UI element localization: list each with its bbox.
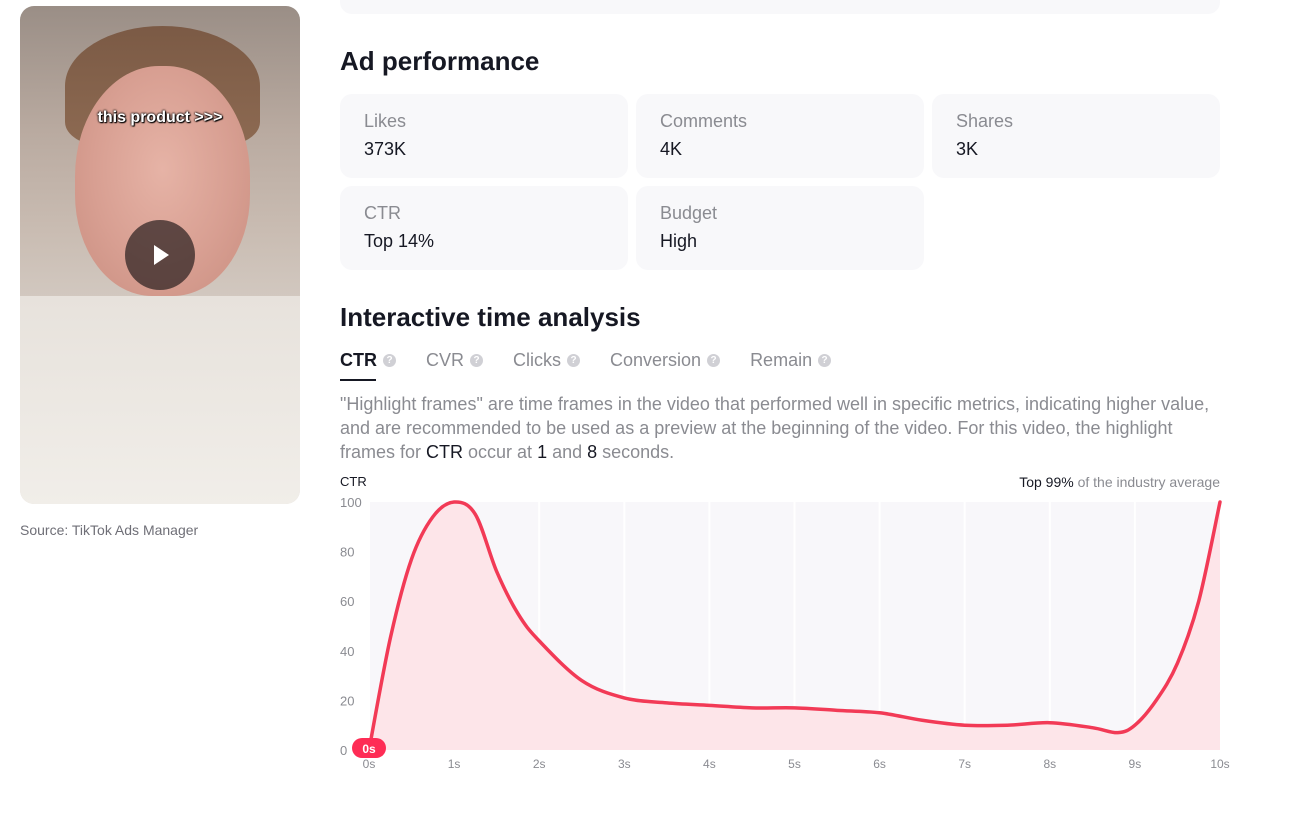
x-tick-label: 6s <box>873 757 886 771</box>
series-area <box>369 501 1220 750</box>
video-shirt <box>20 296 300 504</box>
desc-text: "Highlight frames" are time frames in th… <box>340 394 1210 462</box>
metric-card-budget: Budget High <box>636 186 924 270</box>
y-tick-label: 80 <box>340 545 354 560</box>
metric-card-likes: Likes 373K <box>340 94 628 178</box>
x-tick-label: 0s <box>363 757 376 771</box>
x-tick-label: 5s <box>788 757 801 771</box>
top-card-stub <box>340 0 1220 14</box>
tab-clicks[interactable]: Clicks ? <box>513 350 581 382</box>
tab-label: CVR <box>426 350 465 370</box>
metric-card-shares: Shares 3K <box>932 94 1220 178</box>
ctr-time-chart[interactable]: 0 20 40 60 80 100 0s 1s 2s 3s 4s 5s 6s 7s 8s 9s 10s 0s <box>330 490 1230 790</box>
y-tick-label: 40 <box>340 644 354 659</box>
current-time-marker <box>352 738 386 758</box>
desc-text: occur at <box>463 442 538 462</box>
video-caption: this product >>> <box>97 109 223 126</box>
help-icon[interactable]: ? <box>567 354 581 367</box>
ad-performance-title: Ad performance <box>340 46 540 76</box>
video-preview[interactable]: this product >>> <box>20 6 300 504</box>
y-tick-label: 20 <box>340 693 354 708</box>
chart-y-label: CTR <box>340 474 367 489</box>
desc-metric: CTR <box>426 442 464 462</box>
industry-note-rest: of the industry average <box>1073 474 1220 490</box>
metric-label: CTR <box>364 203 401 223</box>
desc-frame: 8 <box>587 442 598 462</box>
metric-label: Shares <box>956 111 1014 131</box>
desc-text: and <box>547 442 588 462</box>
help-icon[interactable]: ? <box>470 354 484 367</box>
metric-value: 4K <box>660 139 683 159</box>
tab-ctr[interactable]: CTR ? <box>340 350 396 382</box>
help-icon[interactable]: ? <box>707 354 721 367</box>
help-icon[interactable]: ? <box>818 354 832 367</box>
metric-value: Top 14% <box>364 231 435 251</box>
metric-value: High <box>660 231 698 251</box>
current-time-label: 0s <box>362 742 376 756</box>
y-tick-label: 60 <box>340 594 354 609</box>
video-source: Source: TikTok Ads Manager <box>20 522 199 538</box>
play-icon <box>154 245 169 265</box>
metric-label: Comments <box>660 111 748 131</box>
series-line <box>367 500 1222 752</box>
metric-card-comments: Comments 4K <box>636 94 924 178</box>
metric-tabs: CTR ? CVR ? Clicks ? Conversion ? Remain… <box>340 350 832 382</box>
x-tick-label: 2s <box>533 757 546 771</box>
tab-label: Clicks <box>513 350 562 370</box>
time-analysis-title: Interactive time analysis <box>340 302 641 332</box>
industry-note: Top 99% of the industry average <box>1019 474 1220 490</box>
x-tick-label: 7s <box>958 757 971 771</box>
tab-label: CTR <box>340 350 377 370</box>
tab-conversion[interactable]: Conversion ? <box>610 350 721 382</box>
x-tick-label: 9s <box>1129 757 1142 771</box>
industry-note-strong: Top 99% <box>1019 474 1074 490</box>
tab-label: Conversion <box>610 350 702 370</box>
tab-remain[interactable]: Remain ? <box>750 350 832 382</box>
desc-frame: 1 <box>537 442 548 462</box>
x-tick-label: 10s <box>1210 757 1229 771</box>
help-icon[interactable]: ? <box>383 354 396 367</box>
tab-label: Remain <box>750 350 813 370</box>
y-tick-label: 100 <box>340 495 362 510</box>
desc-text: seconds. <box>597 442 675 462</box>
x-tick-label: 1s <box>448 757 461 771</box>
play-button[interactable] <box>125 220 195 290</box>
metric-label: Likes <box>364 111 407 131</box>
highlight-description: "Highlight frames" are time frames in th… <box>340 392 1220 464</box>
x-tick-label: 3s <box>618 757 631 771</box>
metric-label: Budget <box>660 203 718 223</box>
metric-value: 3K <box>956 139 979 159</box>
x-tick-label: 4s <box>703 757 716 771</box>
metric-card-ctr: CTR Top 14% <box>340 186 628 270</box>
metric-value: 373K <box>364 139 407 159</box>
tab-cvr[interactable]: CVR ? <box>426 350 484 382</box>
x-tick-label: 8s <box>1043 757 1056 771</box>
y-tick-label: 0 <box>340 743 347 758</box>
